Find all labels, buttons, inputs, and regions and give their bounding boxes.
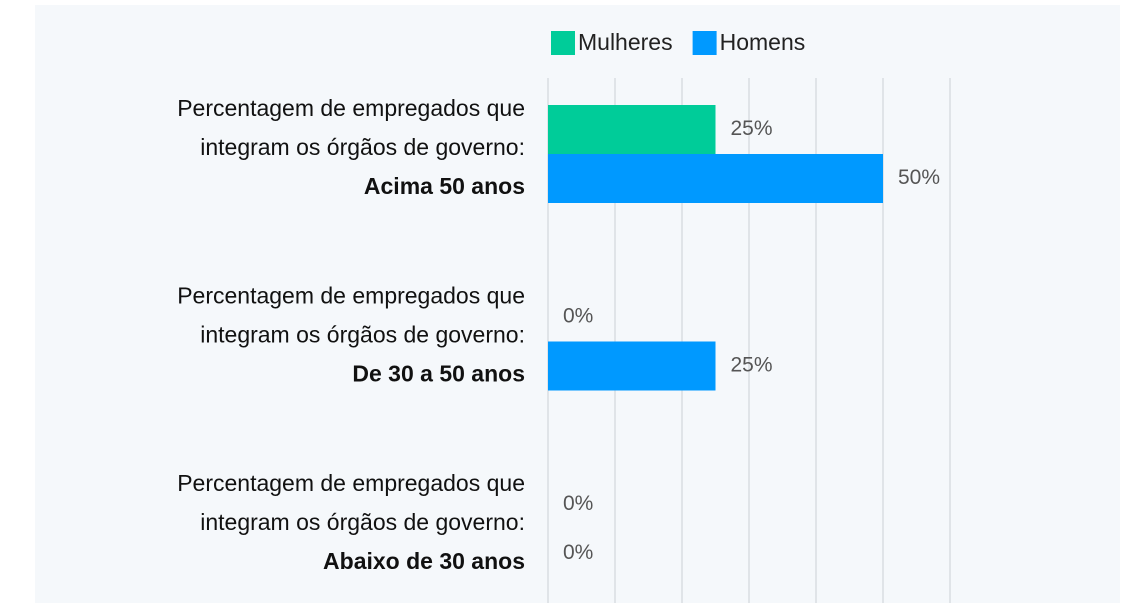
category-label: Abaixo de 30 anos: [323, 548, 525, 574]
plot-background: [35, 5, 1120, 603]
legend-label: Mulheres: [578, 29, 673, 55]
legend-swatch: [692, 31, 717, 55]
bar: [548, 154, 883, 203]
category-label: integram os órgãos de governo:: [200, 509, 525, 535]
bar: [548, 341, 716, 391]
value-label: 0%: [563, 541, 593, 564]
legend-swatch: [551, 31, 575, 55]
value-label: 25%: [731, 117, 773, 140]
category-label: De 30 a 50 anos: [352, 361, 525, 387]
category-label: Percentagem de empregados que: [177, 470, 525, 496]
legend-label: Homens: [720, 29, 806, 55]
value-label: 0%: [563, 492, 593, 515]
category-label: Acima 50 anos: [364, 173, 525, 199]
bar: [548, 105, 716, 154]
value-label: 25%: [731, 354, 773, 377]
value-label: 0%: [563, 305, 593, 328]
value-label: 50%: [898, 166, 940, 189]
category-label: integram os órgãos de governo:: [200, 134, 525, 160]
category-label: Percentagem de empregados que: [177, 283, 525, 309]
category-label: Percentagem de empregados que: [177, 95, 525, 121]
category-label: integram os órgãos de governo:: [200, 322, 525, 348]
